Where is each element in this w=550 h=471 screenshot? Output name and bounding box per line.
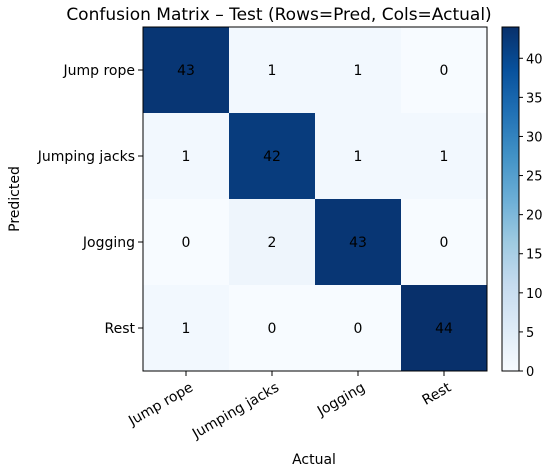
colorbar-tick-label: 25 — [526, 170, 543, 185]
colorbar-ticks: 0 5 10 15 20 25 30 35 40 — [519, 52, 543, 380]
heatmap-cell — [315, 199, 402, 286]
cell-value-label: 43 — [349, 235, 367, 251]
cell-value-label: 0 — [440, 63, 449, 79]
plot-frame — [142, 26, 488, 372]
y-axis-label: Predicted — [7, 166, 23, 232]
colorbar-tick-label: 10 — [526, 287, 543, 302]
cell-value-label: 1 — [440, 149, 449, 165]
colorbar-tick-label: 40 — [526, 52, 543, 67]
cell-value-labels: 43 1 1 0 1 42 1 1 0 2 43 0 1 0 0 44 — [177, 63, 453, 337]
y-tick-label: Rest — [105, 321, 136, 337]
heatmap-cell — [229, 113, 316, 200]
y-tick-label: Jumping jacks — [37, 149, 135, 165]
heatmap-cell — [315, 285, 402, 372]
y-tick-labels: Jump rope Jumping jacks Jogging Rest — [37, 63, 143, 337]
cell-value-label: 1 — [182, 321, 191, 337]
cell-value-label: 1 — [182, 149, 191, 165]
cell-value-label: 0 — [440, 235, 449, 251]
cell-value-label: 44 — [435, 321, 453, 337]
cell-value-label: 1 — [354, 63, 363, 79]
x-axis-label: Actual — [292, 452, 336, 468]
heatmap-cell — [143, 199, 230, 286]
heatmap-cell — [401, 199, 488, 286]
cell-value-label: 0 — [182, 235, 191, 251]
colorbar — [501, 26, 520, 372]
heatmap-cell — [315, 113, 402, 200]
heatmap-cell — [143, 285, 230, 372]
heatmap-cells — [143, 27, 488, 372]
heatmap-cell — [401, 113, 488, 200]
heatmap-cell — [143, 27, 230, 114]
colorbar-tick-label: 35 — [526, 91, 543, 106]
heatmap-cell — [315, 27, 402, 114]
colorbar-tick-label: 5 — [526, 326, 534, 341]
colorbar-tick-label: 30 — [526, 130, 543, 145]
heatmap-cell — [401, 285, 488, 372]
cell-value-label: 42 — [263, 149, 281, 165]
x-tick-label: Jogging — [314, 380, 368, 420]
chart-title: Confusion Matrix – Test (Rows=Pred, Cols… — [66, 5, 491, 25]
x-tick-label: Rest — [420, 379, 455, 408]
heatmap-cell — [229, 285, 316, 372]
colorbar-tick-label: 20 — [526, 209, 543, 224]
y-tick-label: Jump rope — [63, 63, 136, 79]
cell-value-label: 1 — [354, 149, 363, 165]
heatmap-cell — [401, 27, 488, 114]
heatmap-cell — [229, 199, 316, 286]
heatmap-cell — [143, 113, 230, 200]
y-tick-label: Jogging — [82, 235, 135, 251]
cell-value-label: 1 — [268, 63, 277, 79]
cell-value-label: 0 — [268, 321, 277, 337]
x-tick-label: Jumping jacks — [189, 380, 282, 443]
cell-value-label: 2 — [268, 235, 277, 251]
cell-value-label: 0 — [354, 321, 363, 337]
colorbar-tick-label: 0 — [526, 365, 534, 380]
x-tick-label: Jump rope — [125, 380, 196, 430]
heatmap-cell — [229, 27, 316, 114]
colorbar-tick-label: 15 — [526, 248, 543, 263]
cell-value-label: 43 — [177, 63, 195, 79]
